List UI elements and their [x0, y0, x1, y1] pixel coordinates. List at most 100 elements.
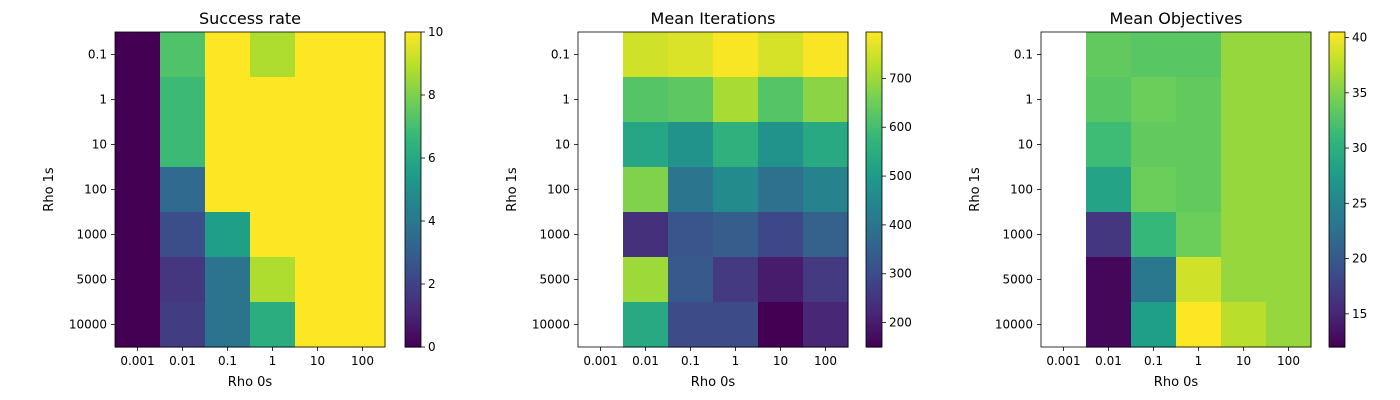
colorbar-step — [866, 252, 882, 256]
colorbar-step — [866, 55, 882, 59]
x-tick-label: 0.1 — [218, 354, 237, 368]
colorbar-step — [1329, 60, 1345, 65]
heatmap-cell — [803, 77, 849, 123]
colorbar-step — [1329, 333, 1345, 338]
colorbar-step — [866, 105, 882, 109]
colorbar-step — [1329, 163, 1345, 167]
heatmap-cell — [160, 77, 206, 123]
heatmap-cell — [1086, 257, 1132, 303]
colorbar-step — [405, 74, 421, 78]
colorbar-step — [866, 249, 882, 254]
colorbar-step — [866, 68, 882, 72]
colorbar-step — [866, 158, 882, 162]
colorbar-step — [866, 137, 882, 141]
colorbar-step — [405, 307, 421, 311]
heatmap-cell — [1086, 77, 1132, 123]
colorbar-step — [405, 312, 421, 317]
colorbar-step — [866, 152, 882, 156]
x-axis-label: Rho 0s — [1154, 375, 1199, 390]
colorbar-step — [405, 110, 421, 114]
heatmap-cell — [1176, 122, 1222, 168]
colorbar-tick-label: 25 — [1352, 196, 1367, 210]
colorbar-step — [405, 126, 421, 130]
heatmap-cell — [340, 32, 386, 78]
colorbar-tick-label: 40 — [1352, 31, 1367, 45]
colorbar-step — [1329, 71, 1345, 75]
y-tick-label: 10 — [1018, 138, 1033, 152]
colorbar-step — [1329, 265, 1345, 269]
heatmap-cell — [1131, 167, 1177, 213]
colorbar-step — [1329, 299, 1345, 303]
colorbar-tick-label: 500 — [889, 169, 912, 183]
heatmap-cell — [250, 302, 296, 348]
colorbar-step — [405, 328, 421, 332]
heatmap-cell — [295, 257, 341, 303]
colorbar-step — [1329, 58, 1345, 62]
colorbar-step — [866, 318, 882, 322]
heatmap-cell — [340, 122, 386, 168]
heatmap-cell — [578, 77, 624, 123]
colorbar-step — [1329, 116, 1345, 120]
colorbar-tick-label: 2 — [428, 277, 436, 291]
colorbar-step — [405, 291, 421, 296]
y-tick-label: 5000 — [76, 273, 107, 287]
colorbar-step — [1329, 310, 1345, 314]
colorbar-step — [405, 344, 421, 348]
heatmap-cell — [205, 122, 251, 168]
colorbar-step — [405, 236, 421, 240]
x-tick-label: 0.01 — [169, 354, 196, 368]
colorbar-step — [1329, 76, 1345, 80]
heatmap-cell — [668, 257, 714, 303]
colorbar-step — [405, 113, 421, 117]
heatmap-cell — [1041, 302, 1087, 348]
heatmap-cell — [295, 302, 341, 348]
colorbar-step — [866, 113, 882, 117]
colorbar-step — [866, 247, 882, 251]
colorbar-step — [866, 163, 882, 167]
colorbar-step — [866, 102, 882, 107]
colorbar-step — [405, 102, 421, 107]
colorbar-step — [1329, 331, 1345, 335]
heatmap-cell — [758, 302, 804, 348]
colorbar-step — [866, 97, 882, 101]
y-axis-label: Rho 1s — [42, 167, 57, 212]
heatmap-cell — [1041, 77, 1087, 123]
x-tick-label: 0.01 — [632, 354, 659, 368]
colorbar-step — [405, 281, 421, 285]
heatmap-cell — [1041, 122, 1087, 168]
colorbar-step — [866, 118, 882, 122]
colorbar-step — [1329, 278, 1345, 282]
heatmap-cell — [623, 257, 669, 303]
colorbar-step — [1329, 239, 1345, 243]
heatmap-cell — [160, 167, 206, 213]
colorbar-step — [866, 76, 882, 80]
colorbar-step — [1329, 336, 1345, 340]
colorbar-step — [1329, 189, 1345, 193]
colorbar-step — [866, 53, 882, 57]
colorbar-step — [866, 320, 882, 324]
colorbar: 0 2 4 6 8 10 — [404, 25, 443, 354]
colorbar-step — [1329, 121, 1345, 125]
colorbar-step — [1329, 34, 1345, 38]
colorbar-step — [1329, 165, 1345, 170]
colorbar-step — [1329, 92, 1345, 96]
colorbar-step — [866, 150, 882, 154]
heatmap-cell — [340, 257, 386, 303]
colorbar-step — [866, 84, 882, 88]
heatmap-cell — [205, 302, 251, 348]
colorbar-step — [1329, 142, 1345, 146]
heatmap-cell — [160, 212, 206, 258]
x-tick-label: 0.01 — [1095, 354, 1122, 368]
colorbar-step — [405, 131, 421, 135]
colorbar-step — [1329, 197, 1345, 201]
colorbar-step — [866, 39, 882, 44]
colorbar-step — [1329, 95, 1345, 99]
colorbar-step — [1329, 68, 1345, 72]
colorbar-step — [1329, 55, 1345, 59]
colorbar-step — [1329, 226, 1345, 230]
heatmap-cell — [115, 212, 161, 258]
colorbar-step — [405, 84, 421, 88]
colorbar-step — [405, 47, 421, 51]
colorbar-step — [1329, 150, 1345, 154]
x-axis-label: Rho 0s — [691, 375, 736, 390]
